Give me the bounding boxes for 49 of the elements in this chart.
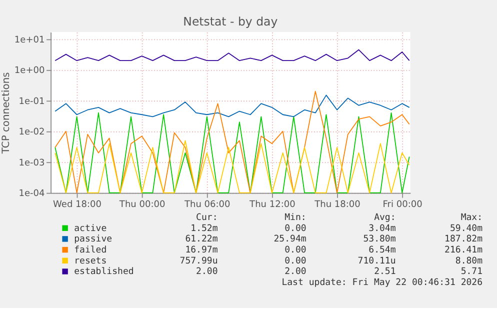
x-tick-label: Thu 12:00 [248,200,296,210]
text: Cur: [196,212,218,223]
chart-title: Netstat - by day [183,14,278,29]
line-series [54,49,410,62]
y-tick-label: 1e-03 [18,158,45,168]
legend-label: passive [74,234,112,245]
text: Min: [284,212,306,223]
text: 59.40m [450,224,483,234]
text: 187.82m [444,234,483,245]
text: 2.51 [374,267,396,278]
text: 757.99u [180,256,218,266]
x-tick-label: Thu 06:00 [183,200,231,210]
text: 2.00 [196,267,218,278]
text: 0.00 [284,256,306,266]
line-series [54,140,410,194]
text: 3.04m [368,224,396,234]
x-tick-label: Fri 00:00 [382,200,423,210]
text: 0.00 [284,224,306,234]
y-axis-title: TCP connections [0,72,12,155]
y-tick-label: 1e-01 [18,96,45,107]
y-tick-label: 1e-02 [18,128,45,138]
text: 5.71 [460,267,483,278]
y-tick-label: 1e+01 [14,35,45,46]
line-series [54,112,410,194]
text: 6.54m [368,245,396,256]
text: 53.80m [363,234,396,245]
x-tick-label: Thu 18:00 [314,200,361,210]
legend-label: failed [74,245,107,256]
legend-label: active [74,224,107,234]
x-tick-label: Wed 18:00 [53,200,102,210]
text: 0.00 [284,245,306,256]
text: 8.80m [455,256,483,266]
text: 25.94m [274,234,306,245]
text: 2.00 [284,267,306,278]
text: 16.97m [185,245,218,256]
text: 1.52m [190,224,218,234]
y-tick-label: 1e-04 [18,189,45,200]
legend-label: resets [74,256,107,266]
text: Avg: [374,212,396,223]
y-tick-label: 1e+00 [14,66,45,76]
text: Max: [460,212,483,223]
line-series [54,90,410,194]
text: 61.22m [185,234,218,245]
text: Last update: Fri May 22 00:46:31 2026 [282,278,483,288]
line-series [54,94,410,118]
text: 710.11u [358,256,396,266]
legend-label: established [74,267,134,278]
text: 216.41m [444,245,483,256]
x-tick-label: Thu 00:00 [118,200,166,210]
